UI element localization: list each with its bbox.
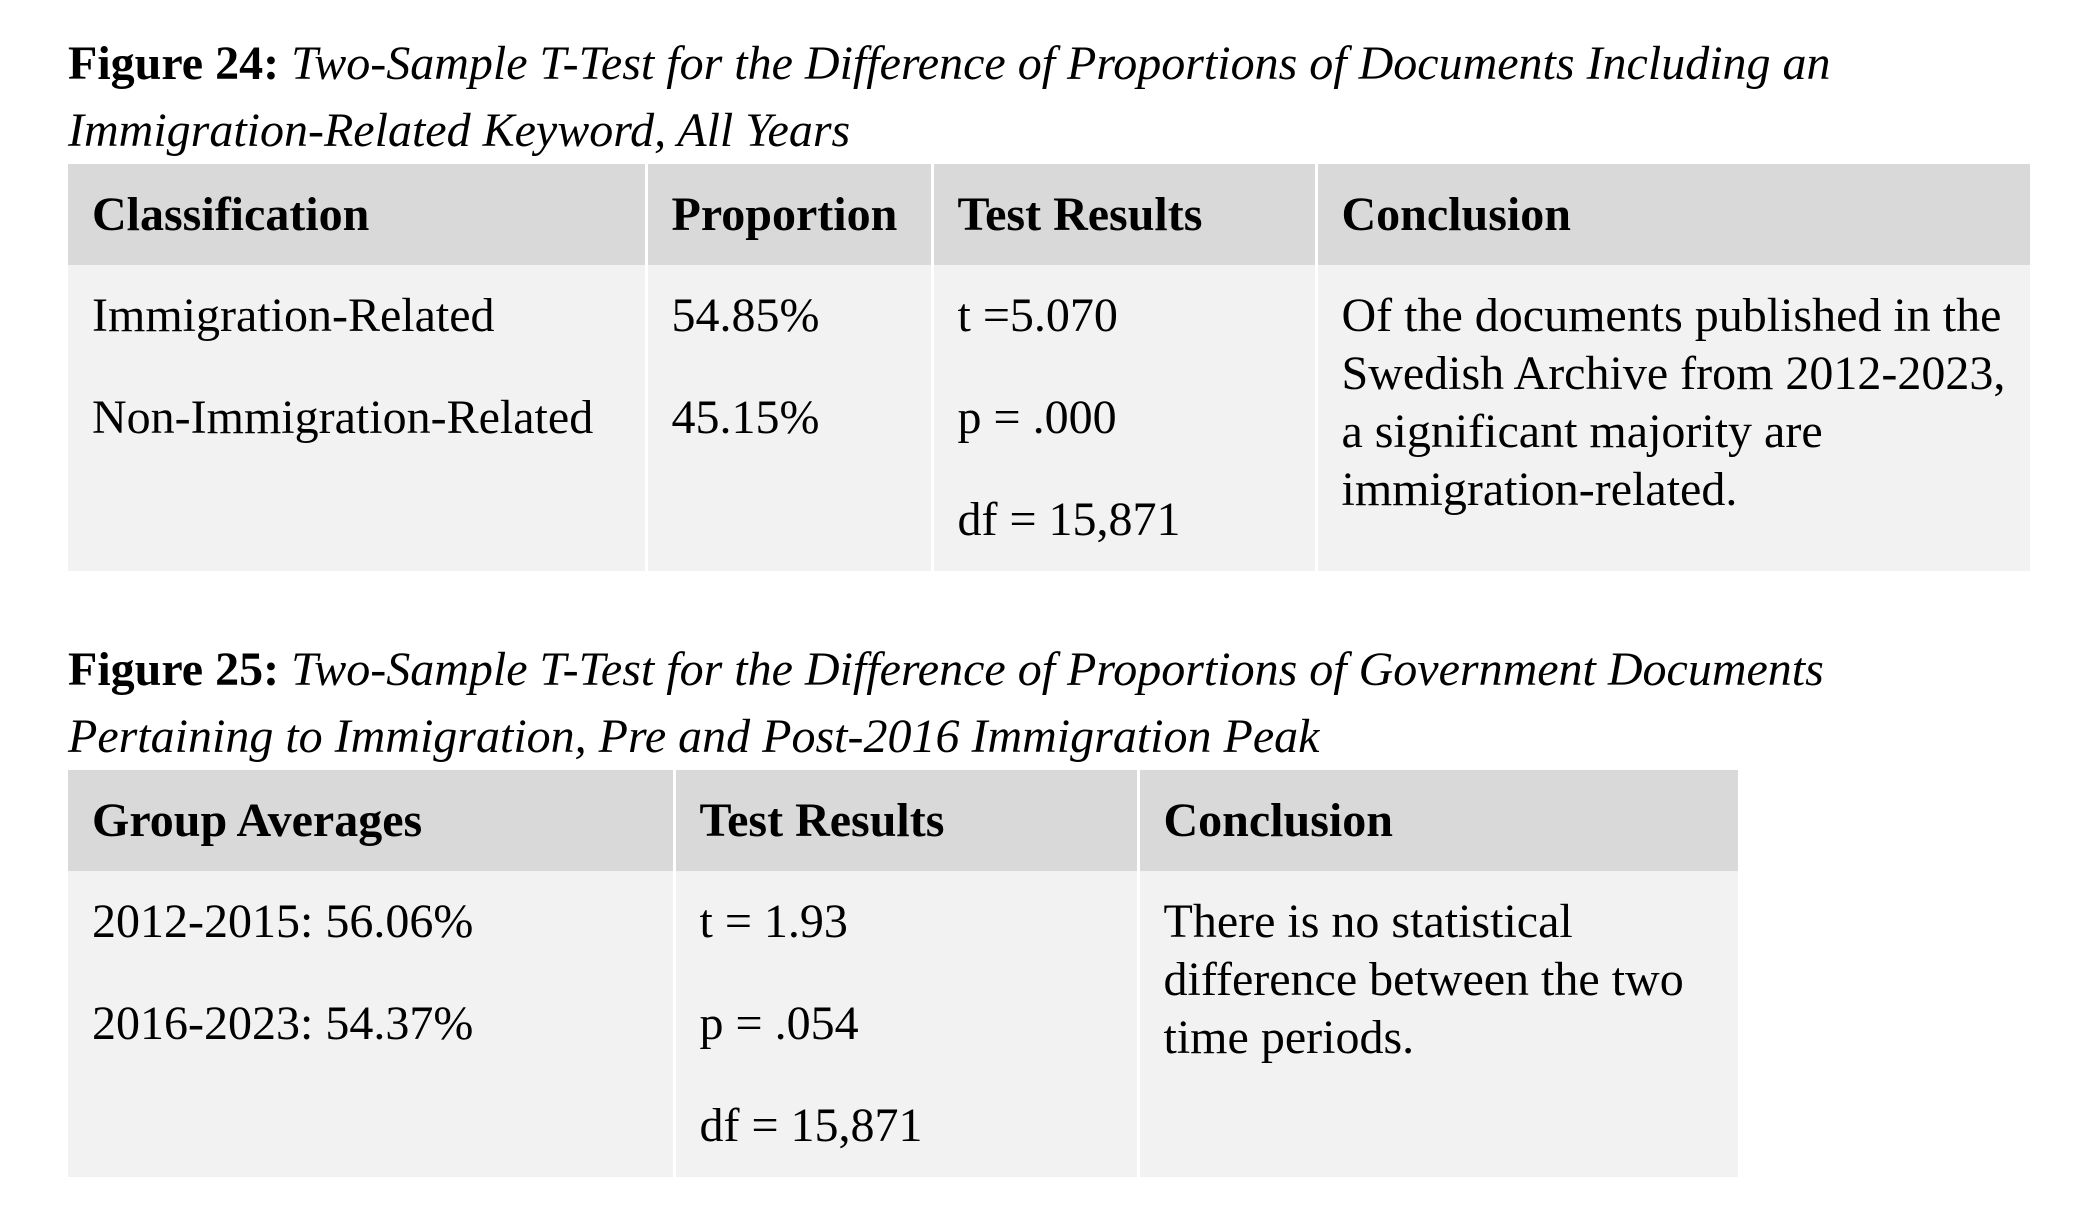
figure-25-caption-line2: Pertaining to Immigration, Pre and Post-… <box>68 710 1320 763</box>
classification-value: Non-Immigration-Related <box>92 391 594 444</box>
group-averages-cell: 2012-2015: 56.06% 2016-2023: 54.37% <box>68 871 676 1177</box>
test-results-cell: t = 1.93 p = .054 df = 15,871 <box>674 871 1140 1177</box>
proportion-value: 54.85% <box>671 289 820 342</box>
t-statistic: t = 1.93 <box>699 895 848 948</box>
figure-24-caption-line2: Immigration-Related Keyword, All Years <box>68 104 851 157</box>
figure-24: Figure 24: Two-Sample T-Test for the Dif… <box>68 30 2030 571</box>
table-row: Immigration-Related Non-Immigration-Rela… <box>68 265 2030 571</box>
header-conclusion: Conclusion <box>1316 164 2030 265</box>
figure-24-label: Figure 24: <box>68 37 280 90</box>
figure-25: Figure 25: Two-Sample T-Test for the Dif… <box>68 636 1824 1177</box>
classification-cell: Immigration-Related Non-Immigration-Rela… <box>68 265 648 571</box>
figure-24-caption-line1: Two-Sample T-Test for the Difference of … <box>291 37 1831 90</box>
header-test-results: Test Results <box>674 770 1140 871</box>
header-conclusion: Conclusion <box>1138 770 1738 871</box>
figure-25-caption-line1: Two-Sample T-Test for the Difference of … <box>291 643 1824 696</box>
figure-25-caption: Figure 25: Two-Sample T-Test for the Dif… <box>68 636 1824 770</box>
degrees-of-freedom: df = 15,871 <box>957 493 1181 546</box>
conclusion-cell: There is no statistical difference betwe… <box>1138 871 1738 1177</box>
conclusion-cell: Of the documents published in the Swedis… <box>1316 265 2030 571</box>
classification-value: Immigration-Related <box>92 289 495 342</box>
conclusion-text: There is no statistical difference betwe… <box>1163 895 1684 1064</box>
figure-25-header-row: Group Averages Test Results Conclusion <box>68 770 1738 871</box>
p-value: p = .000 <box>957 391 1117 444</box>
figure-24-header-row: Classification Proportion Test Results C… <box>68 164 2030 265</box>
header-proportion: Proportion <box>646 164 934 265</box>
proportion-cell: 54.85% 45.15% <box>646 265 934 571</box>
table-row: 2012-2015: 56.06% 2016-2023: 54.37% t = … <box>68 871 1738 1177</box>
conclusion-text: Of the documents published in the Swedis… <box>1341 289 2006 516</box>
proportion-value: 45.15% <box>671 391 820 444</box>
figure-25-label: Figure 25: <box>68 643 280 696</box>
figure-25-table: Group Averages Test Results Conclusion 2… <box>68 770 1738 1177</box>
test-results-cell: t =5.070 p = .000 df = 15,871 <box>932 265 1318 571</box>
group-average-value: 2016-2023: 54.37% <box>92 997 474 1050</box>
header-classification: Classification <box>68 164 648 265</box>
header-group-averages: Group Averages <box>68 770 676 871</box>
t-statistic: t =5.070 <box>957 289 1118 342</box>
figure-24-table: Classification Proportion Test Results C… <box>68 164 2030 571</box>
p-value: p = .054 <box>699 997 859 1050</box>
group-average-value: 2012-2015: 56.06% <box>92 895 474 948</box>
header-test-results: Test Results <box>932 164 1318 265</box>
figure-24-caption: Figure 24: Two-Sample T-Test for the Dif… <box>68 30 2030 164</box>
degrees-of-freedom: df = 15,871 <box>699 1099 923 1152</box>
